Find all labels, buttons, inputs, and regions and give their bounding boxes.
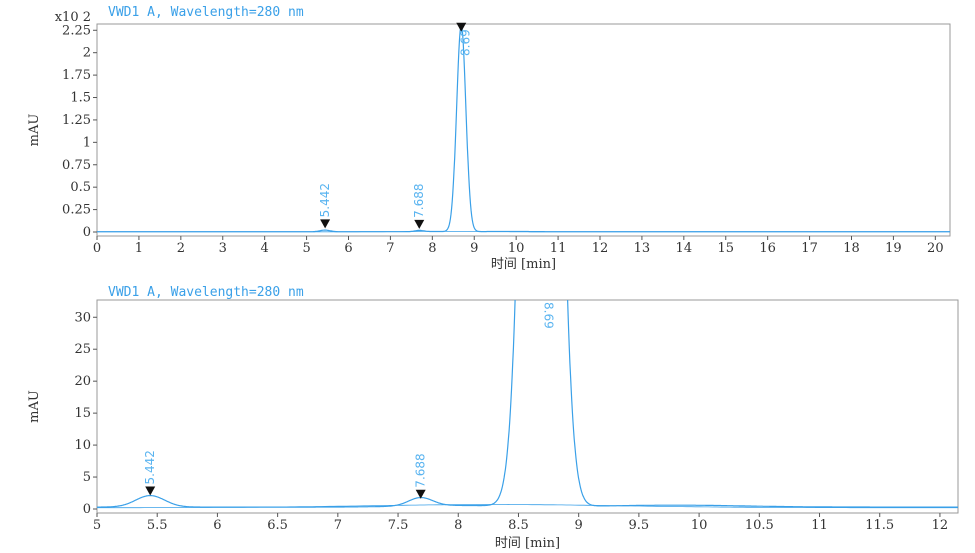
- y-tick-label: 0.25: [62, 203, 91, 218]
- x-tick-label: 9: [575, 518, 583, 533]
- y-tick-label: 10: [74, 438, 91, 453]
- y-axis-label: mAU: [27, 114, 42, 147]
- x-tick-label: 9.5: [629, 518, 650, 533]
- peak-marker: [145, 486, 156, 496]
- x-tick-label: 19: [885, 241, 902, 256]
- x-tick-label: 5: [93, 518, 101, 533]
- x-tick-label: 10: [691, 518, 708, 533]
- x-tick-label: 6: [344, 241, 352, 256]
- y-tick-label: 5: [83, 470, 91, 485]
- y-tick-label: 2: [83, 46, 91, 61]
- peak-label: 8.69: [541, 302, 555, 329]
- x-axis-label: 时间 [min]: [495, 536, 560, 551]
- y-tick-label: 15: [74, 406, 91, 421]
- x-tick-label: 6.5: [267, 518, 288, 533]
- y-tick-label: 25: [74, 342, 91, 357]
- x-tick-label: 17: [801, 241, 818, 256]
- y-tick-label: 1.75: [62, 68, 91, 83]
- y-tick-label: 0: [83, 225, 91, 240]
- x-tick-label: 11: [811, 518, 828, 533]
- x-tick-label: 15: [717, 241, 734, 256]
- x-tick-label: 7.5: [388, 518, 409, 533]
- y-tick-label: 0.5: [70, 180, 91, 195]
- x-tick-label: 1: [135, 241, 143, 256]
- y-tick-label: 30: [74, 310, 91, 325]
- y-tick-label: 2.25: [62, 23, 91, 38]
- x-tick-label: 8: [428, 241, 436, 256]
- x-tick-label: 5.5: [147, 518, 168, 533]
- plot-frame: [96, 23, 951, 237]
- x-tick-label: 10: [508, 241, 525, 256]
- y-tick-label: 1: [83, 135, 91, 150]
- x-tick-label: 9: [470, 241, 478, 256]
- peak-label: 5.442: [318, 183, 332, 217]
- x-tick-label: 7: [334, 518, 342, 533]
- x-tick-label: 18: [843, 241, 860, 256]
- y-tick-label: 1.5: [70, 91, 91, 106]
- x-tick-label: 5: [302, 241, 310, 256]
- x-tick-label: 14: [676, 241, 693, 256]
- y-tick-label: 0: [83, 502, 91, 517]
- x-tick-label: 7: [386, 241, 394, 256]
- y-tick-label: 0.75: [62, 158, 91, 173]
- y-tick-label: 1.25: [62, 113, 91, 128]
- x-tick-label: 10.5: [745, 518, 774, 533]
- x-axis-label: 时间 [min]: [491, 257, 556, 272]
- x-tick-label: 6: [213, 518, 221, 533]
- plot-frame: [96, 299, 959, 514]
- chart-panel-1: VWD1 A, Wavelength=280 nm0 1 2 3 4 5 6 7 8 9 10 11 1…: [27, 5, 951, 272]
- peak-marker: [414, 219, 425, 229]
- peak-label: 7.688: [412, 183, 426, 217]
- x-tick-label: 11: [550, 241, 567, 256]
- peak-label: 7.688: [414, 453, 428, 487]
- peak-label: 5.442: [143, 450, 157, 484]
- x-tick-label: 2: [177, 241, 185, 256]
- x-tick-label: 11.5: [865, 518, 894, 533]
- x-tick-label: 8.5: [508, 518, 529, 533]
- chart-panel-2: VWD1 A, Wavelength=280 nm 5 5.5 6 6.5 7 7.5 8 8.…: [27, 285, 959, 551]
- x-tick-label: 0: [93, 241, 101, 256]
- y-tick-label: 20: [74, 374, 91, 389]
- peak-marker: [320, 219, 331, 229]
- chart-title: VWD1 A, Wavelength=280 nm: [108, 5, 304, 20]
- peak-marker: [415, 489, 426, 499]
- x-tick-label: 12: [592, 241, 609, 256]
- x-tick-label: 13: [634, 241, 651, 256]
- peak-label: 8.69: [458, 29, 472, 56]
- y-axis-label: mAU: [27, 390, 42, 423]
- x-tick-label: 12: [932, 518, 949, 533]
- peak-marker: [456, 22, 467, 32]
- x-tick-label: 16: [759, 241, 776, 256]
- y-multiplier-label: x10 2: [55, 10, 91, 25]
- integration-baseline: [97, 504, 958, 509]
- x-tick-label: 8: [454, 518, 462, 533]
- x-tick-label: 4: [261, 241, 269, 256]
- x-tick-label: 20: [927, 241, 944, 256]
- x-tick-label: 3: [219, 241, 227, 256]
- chart-title: VWD1 A, Wavelength=280 nm: [108, 285, 304, 300]
